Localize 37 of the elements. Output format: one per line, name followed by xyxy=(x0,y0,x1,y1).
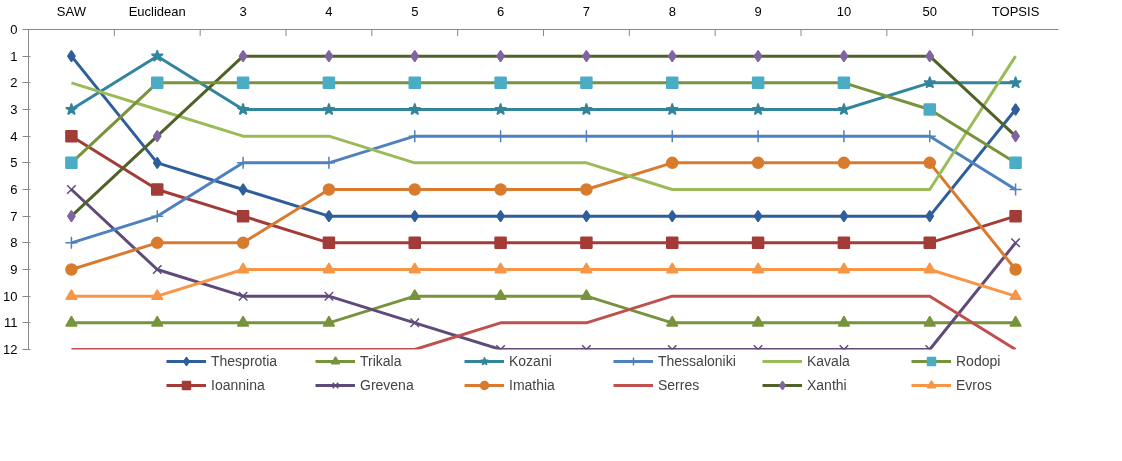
y-tick-label: 0 xyxy=(10,22,18,37)
y-tick-label: 1 xyxy=(10,48,18,64)
y-tick-label: 5 xyxy=(10,155,18,171)
y-tick-label: 2 xyxy=(10,75,18,91)
legend-label: Thessaloniki xyxy=(658,353,737,369)
y-tick-label: 12 xyxy=(3,342,18,357)
legend-label: Serres xyxy=(658,377,701,393)
x-tick-label: 8 xyxy=(668,3,676,19)
x-tick-label: SAW xyxy=(56,3,87,19)
y-tick-label: 7 xyxy=(10,208,18,224)
y-tick-label: 9 xyxy=(10,262,18,277)
x-tick-label: 5 xyxy=(411,3,419,19)
legend-label: Kavala xyxy=(807,353,851,369)
x-tick-label: 9 xyxy=(754,3,762,19)
x-tick-label: TOPSIS xyxy=(991,3,1040,19)
legend-label: Rodopi xyxy=(956,353,1002,369)
x-tick-label: 6 xyxy=(496,3,505,19)
y-tick-label: 4 xyxy=(10,128,18,144)
legend-label: Grevena xyxy=(360,377,415,393)
y-tick-label: 8 xyxy=(10,235,18,251)
legend-label: Kozani xyxy=(509,353,553,369)
x-tick-label: 10 xyxy=(836,3,852,19)
y-tick-label: 6 xyxy=(10,182,18,197)
legend-label: Evros xyxy=(956,377,993,393)
x-tick-label: 50 xyxy=(922,3,937,19)
x-tick-label: 7 xyxy=(582,3,591,19)
legend-label: Ioannina xyxy=(211,377,266,393)
legend-label: Thesprotia xyxy=(211,353,279,369)
y-tick-label: 11 xyxy=(4,315,18,331)
y-tick-label: 10 xyxy=(3,288,18,304)
legend-label: Imathia xyxy=(509,377,556,393)
y-tick-label: 3 xyxy=(10,102,18,117)
legend-label: Xanthi xyxy=(807,377,848,393)
legend-label: Trikala xyxy=(360,353,403,369)
x-tick-label: 3 xyxy=(239,3,247,19)
x-tick-label: Euclidean xyxy=(128,3,186,19)
x-tick-label: 4 xyxy=(325,3,333,19)
